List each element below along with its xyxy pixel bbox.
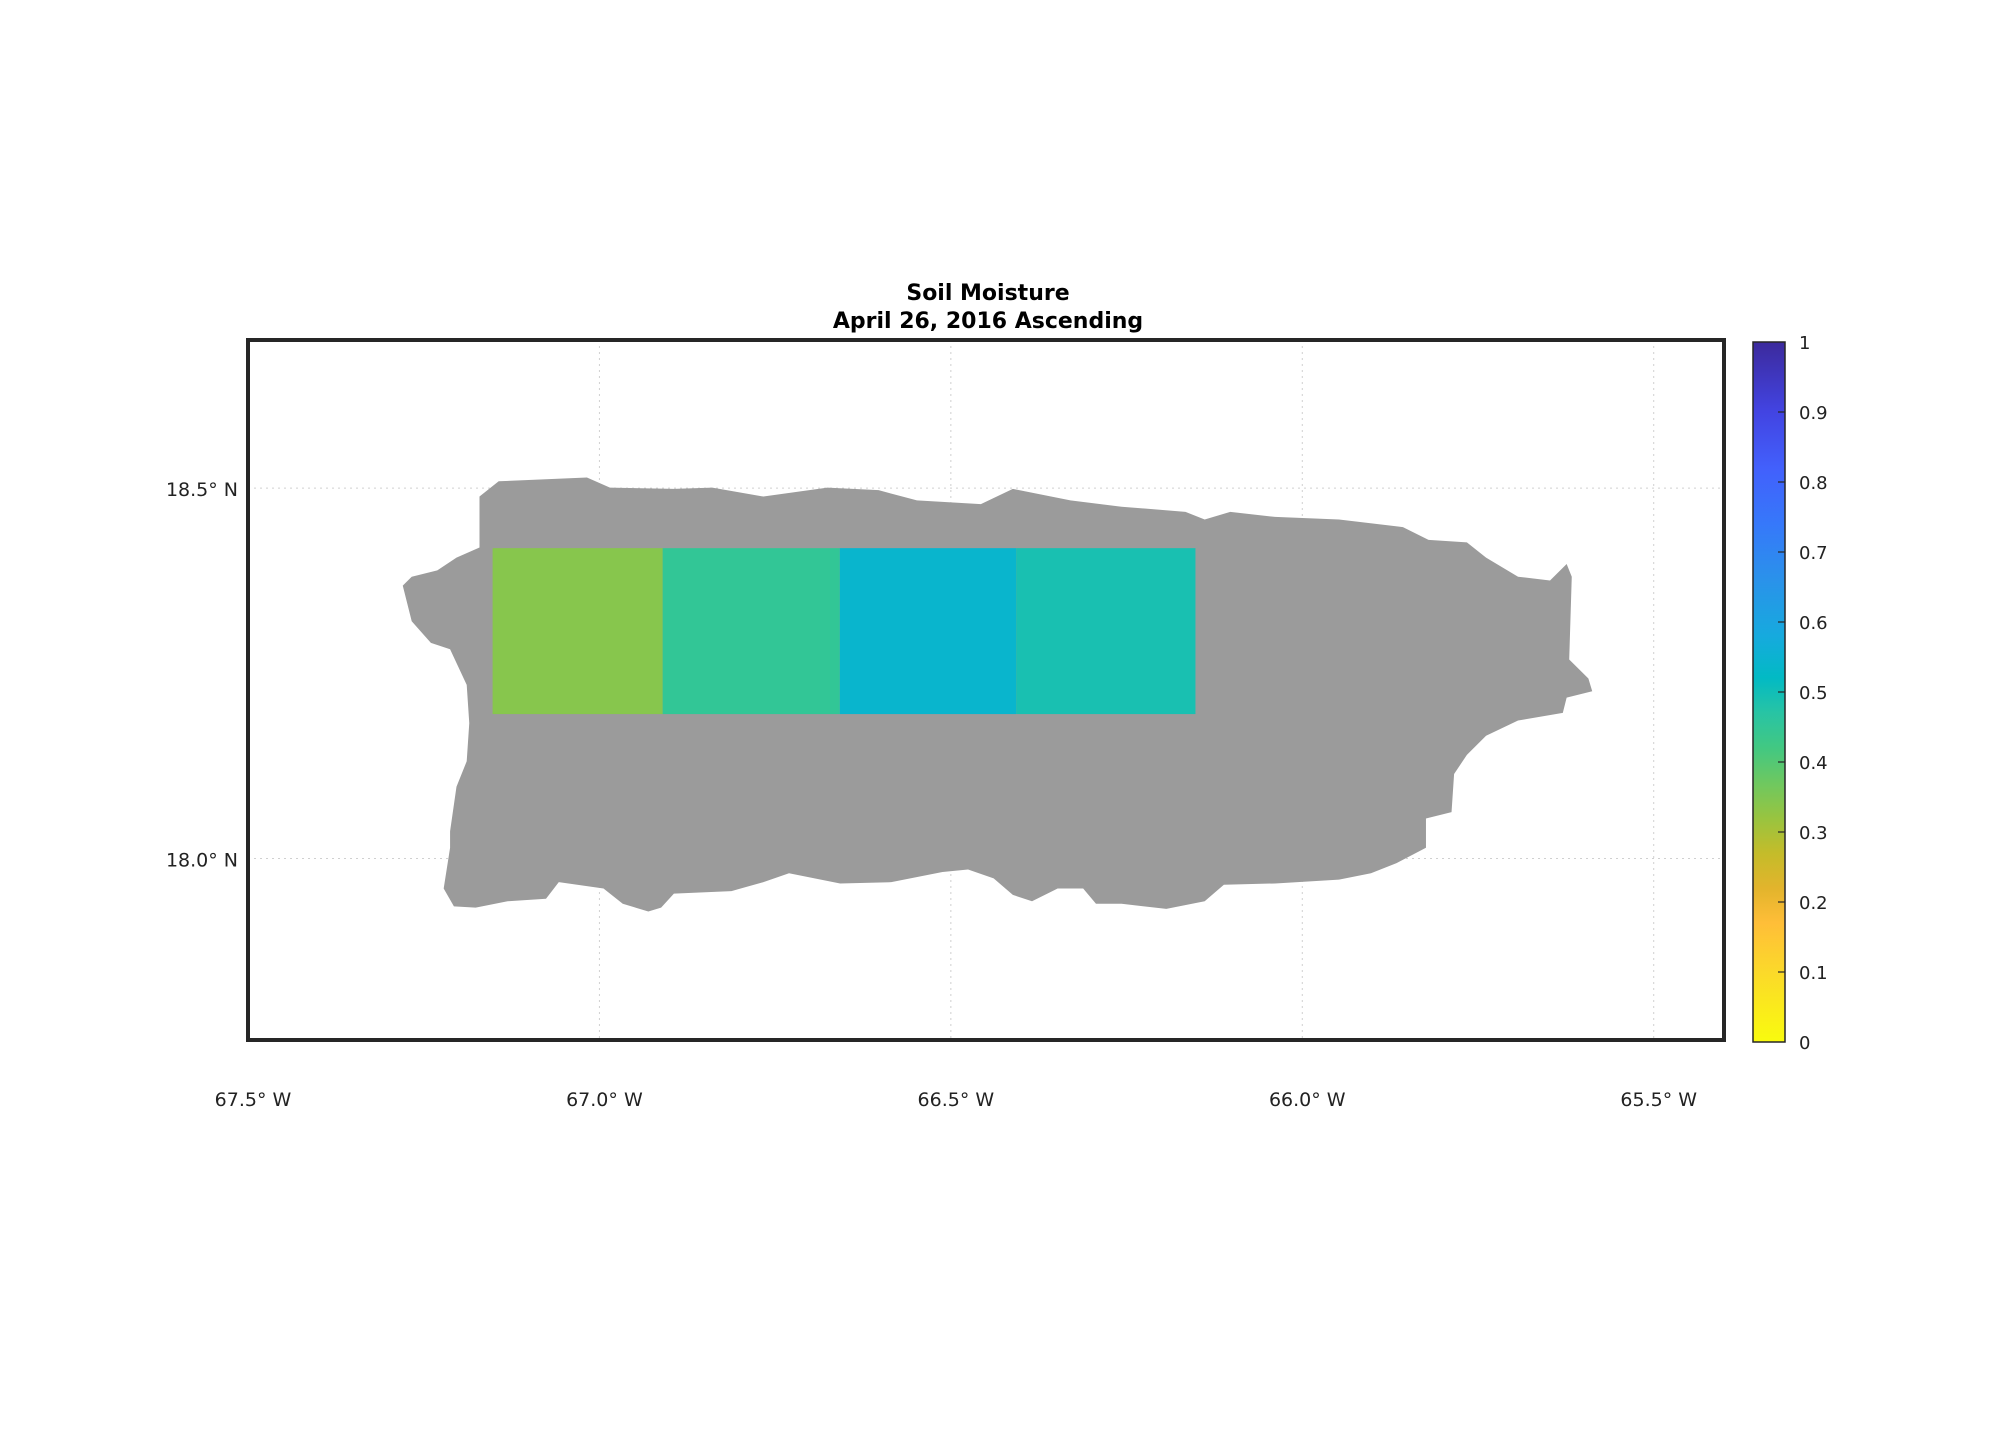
colorbar-tick-label: 0	[1799, 1033, 1810, 1054]
soil-moisture-cell	[492, 548, 663, 715]
axes-frame	[246, 338, 1726, 1042]
colorbar-tick-label: 0.7	[1799, 543, 1828, 564]
x-tick-label: 66.0° W	[1269, 1089, 1346, 1111]
colorbar-tick-label: 0.4	[1799, 753, 1828, 774]
x-tick-label: 67.0° W	[566, 1089, 643, 1111]
soil-moisture-cell	[662, 548, 840, 715]
colorbar-tick-label: 0.1	[1799, 963, 1828, 984]
x-tick-label: 66.5° W	[918, 1089, 995, 1111]
colorbar-tick-label: 0.6	[1799, 613, 1828, 634]
soil-moisture-cell	[839, 548, 1017, 715]
y-tick-label: 18.0° N	[166, 850, 238, 872]
x-tick-label: 67.5° W	[215, 1089, 292, 1111]
colorbar-tick-label: 0.3	[1799, 823, 1828, 844]
colorbar-tick-label: 0.9	[1799, 403, 1828, 424]
x-tick-label: 65.5° W	[1620, 1089, 1697, 1111]
soil-moisture-cell	[1016, 548, 1196, 715]
chart-title: Soil Moisture	[906, 281, 1069, 306]
colorbar-tick-label: 0.2	[1799, 893, 1828, 914]
colorbar-tick-label: 1	[1799, 333, 1810, 354]
chart-subtitle: April 26, 2016 Ascending	[833, 309, 1143, 334]
colorbar-tick-label: 0.8	[1799, 473, 1828, 494]
colorbar-tick-label: 0.5	[1799, 683, 1828, 704]
y-tick-label: 18.5° N	[166, 479, 238, 501]
